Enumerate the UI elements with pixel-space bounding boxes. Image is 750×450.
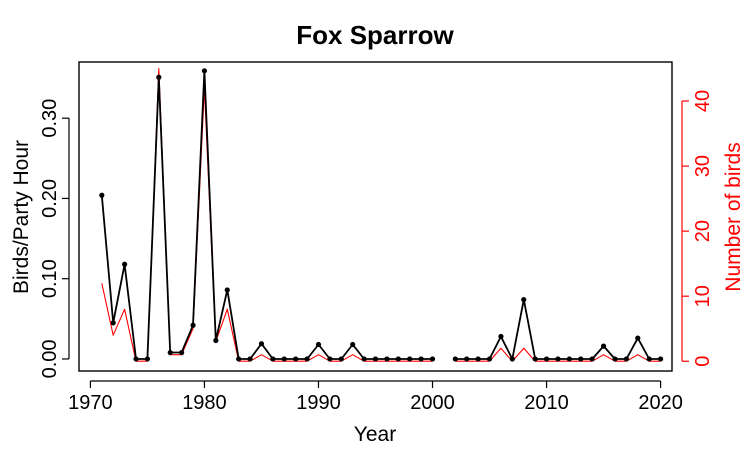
series-rate-point bbox=[236, 356, 242, 362]
y2-tick-label: 30 bbox=[692, 155, 714, 177]
series-rate-point bbox=[429, 356, 436, 362]
series-rate-point bbox=[646, 356, 652, 362]
series-rate-point bbox=[555, 356, 561, 362]
y-tick-label: 0.20 bbox=[39, 179, 61, 218]
series-rate-point bbox=[623, 356, 629, 362]
y-axis-label: Birds/Party Hour bbox=[10, 140, 33, 294]
y-tick-label: 0.00 bbox=[39, 339, 61, 378]
series-rate-point bbox=[464, 356, 470, 362]
series-rate-point bbox=[600, 343, 607, 349]
x-tick-label: 2020 bbox=[638, 392, 683, 414]
series-rate-point bbox=[179, 349, 185, 356]
x-axis: 1970 1980 1990 2000 2010 2020 bbox=[68, 380, 683, 414]
series-rate-point bbox=[281, 356, 287, 362]
series-rate-point bbox=[122, 261, 128, 267]
y-tick-label: 0.10 bbox=[39, 259, 61, 298]
series-rate-point bbox=[486, 356, 493, 362]
series-rate-point bbox=[213, 337, 219, 344]
series-rate-point bbox=[475, 356, 481, 362]
series-rate-point bbox=[224, 287, 230, 293]
series-rate-point bbox=[293, 356, 299, 362]
series-rate-point bbox=[133, 356, 139, 362]
x-tick-label: 1990 bbox=[296, 392, 341, 414]
series-rate-point bbox=[384, 356, 390, 362]
series-rate-point bbox=[418, 356, 424, 362]
series-rate-point bbox=[361, 356, 367, 362]
series-rate-point bbox=[247, 356, 253, 362]
series-rate-point bbox=[589, 356, 595, 362]
series-rate-point bbox=[304, 356, 310, 362]
y2-tick-label: 0 bbox=[692, 356, 714, 367]
series-rate-line bbox=[100, 69, 433, 360]
y-axis-right: 0 10 20 30 40 bbox=[681, 90, 714, 367]
plot-frame bbox=[78, 61, 673, 372]
y2-tick-label: 20 bbox=[692, 220, 714, 242]
series-rate-point bbox=[110, 320, 116, 326]
series-layer bbox=[99, 67, 664, 362]
y2-tick-label: 10 bbox=[692, 285, 714, 307]
series-rate-point bbox=[509, 356, 515, 362]
series-rate-point bbox=[657, 356, 664, 362]
series-rate-point bbox=[315, 341, 322, 348]
x-tick-label: 2010 bbox=[524, 392, 569, 414]
series-rate-point bbox=[452, 356, 458, 362]
series-rate-point bbox=[144, 356, 151, 362]
series-rate-point bbox=[498, 333, 504, 340]
series-rate-point bbox=[578, 356, 584, 362]
series-rate-point bbox=[258, 341, 265, 347]
x-tick-label: 1970 bbox=[68, 392, 113, 414]
series-rate-point bbox=[635, 335, 641, 341]
y-tick-label: 0.30 bbox=[39, 99, 61, 138]
series-rate-line bbox=[455, 298, 661, 360]
series-rate-point bbox=[327, 356, 333, 362]
series-rate-point bbox=[395, 356, 401, 362]
series-rate-point bbox=[372, 356, 379, 362]
series-rate-point bbox=[99, 192, 105, 198]
series-rate-point bbox=[521, 296, 527, 303]
series-rate-point bbox=[350, 341, 356, 348]
chart-title: Fox Sparrow bbox=[296, 20, 454, 50]
x-axis-label: Year bbox=[354, 423, 396, 446]
x-tick-label: 1980 bbox=[182, 392, 227, 414]
series-rate-point bbox=[543, 356, 550, 362]
x-tick-label: 2000 bbox=[410, 392, 455, 414]
series-rate-point bbox=[612, 356, 618, 362]
series-rate-point bbox=[156, 74, 162, 80]
series-rate-point bbox=[201, 68, 208, 74]
series-rate-point bbox=[532, 356, 538, 362]
y2-axis-label: Number of birds bbox=[722, 142, 745, 291]
series-rate-point bbox=[167, 349, 173, 356]
series-rate-point bbox=[407, 356, 413, 362]
series-rate-point bbox=[270, 356, 276, 362]
y-axis-left: 0.00 0.10 0.20 0.30 bbox=[39, 99, 70, 378]
y2-tick-label: 40 bbox=[692, 90, 714, 112]
series-rate-point bbox=[190, 322, 196, 328]
series-count-line bbox=[101, 67, 433, 362]
series-rate-point bbox=[338, 356, 344, 362]
series-rate-point bbox=[566, 356, 572, 362]
